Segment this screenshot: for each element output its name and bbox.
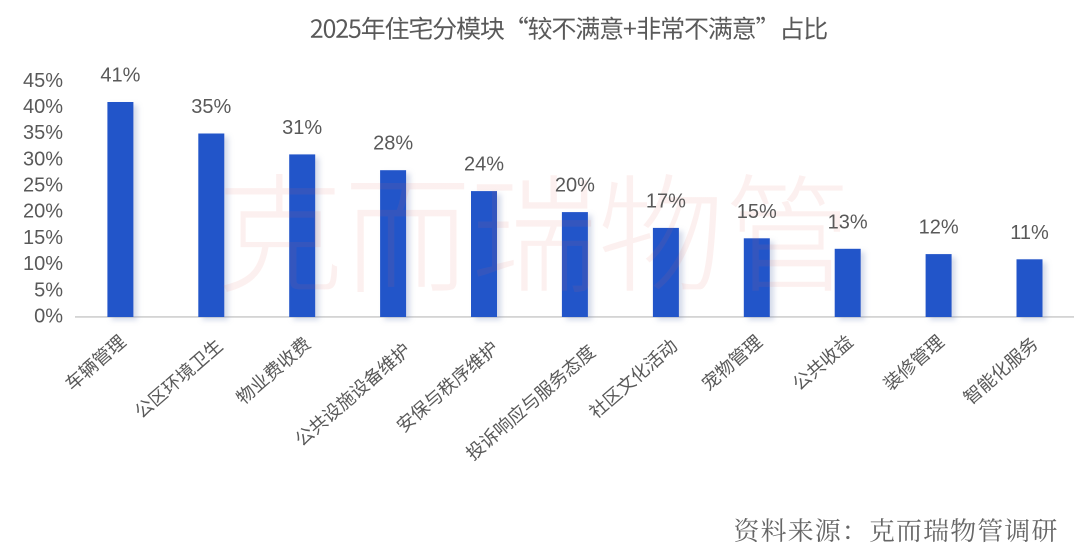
svg-text:30%: 30% bbox=[23, 148, 63, 170]
svg-text:40%: 40% bbox=[23, 96, 63, 118]
svg-text:35%: 35% bbox=[23, 122, 63, 144]
svg-text:5%: 5% bbox=[34, 279, 63, 301]
svg-text:17%: 17% bbox=[646, 190, 686, 212]
svg-text:25%: 25% bbox=[23, 175, 63, 197]
svg-text:35%: 35% bbox=[191, 96, 231, 118]
svg-text:31%: 31% bbox=[282, 117, 322, 139]
svg-text:10%: 10% bbox=[23, 253, 63, 275]
svg-text:12%: 12% bbox=[919, 217, 959, 239]
svg-text:41%: 41% bbox=[100, 65, 140, 87]
svg-text:20%: 20% bbox=[23, 201, 63, 223]
svg-text:11%: 11% bbox=[1010, 222, 1049, 244]
svg-text:0%: 0% bbox=[34, 306, 63, 328]
svg-text:24%: 24% bbox=[464, 154, 504, 176]
svg-text:15%: 15% bbox=[23, 227, 63, 249]
svg-text:15%: 15% bbox=[737, 201, 777, 223]
svg-text:45%: 45% bbox=[23, 70, 63, 92]
svg-text:20%: 20% bbox=[555, 175, 595, 197]
svg-text:13%: 13% bbox=[828, 211, 868, 233]
svg-text:28%: 28% bbox=[373, 133, 413, 155]
